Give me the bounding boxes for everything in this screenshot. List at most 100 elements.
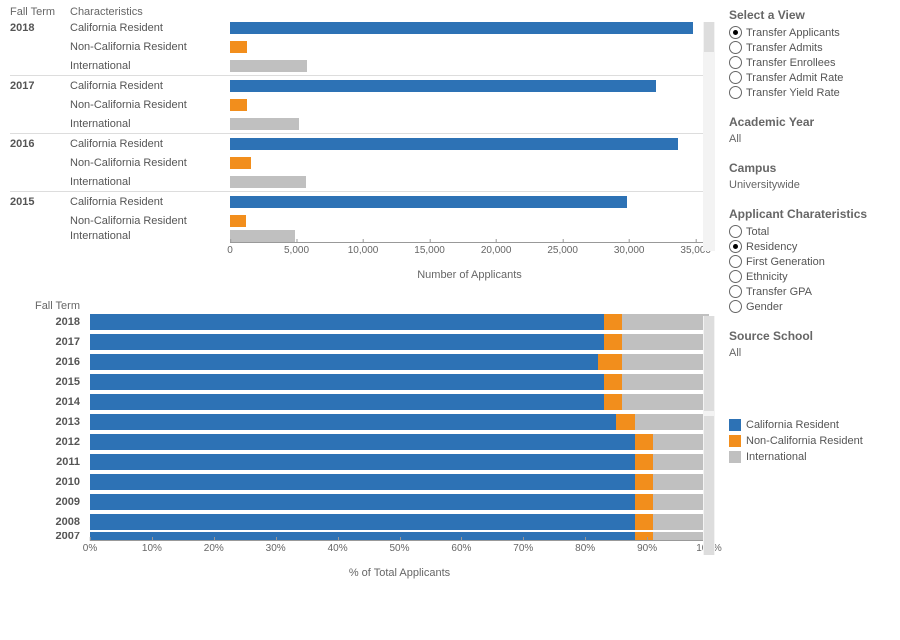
bar-segment[interactable] xyxy=(90,454,635,470)
radio-icon xyxy=(729,240,742,253)
x-tick: 30% xyxy=(266,541,286,554)
characteristic-label: California Resident xyxy=(70,138,230,150)
bar-segment[interactable] xyxy=(622,314,709,330)
characteristic-label: International xyxy=(70,176,230,188)
year-label: 2008 xyxy=(10,516,90,528)
bar[interactable] xyxy=(230,157,251,169)
radio-option[interactable]: Transfer Admits xyxy=(729,41,894,54)
bar-segment[interactable] xyxy=(90,394,604,410)
bar[interactable] xyxy=(230,118,299,130)
bar[interactable] xyxy=(230,138,678,150)
bar-row: Non-California Resident xyxy=(10,95,709,114)
radio-icon xyxy=(729,270,742,283)
bar-segment[interactable] xyxy=(635,494,654,510)
x-tick: 0 xyxy=(227,243,233,256)
bar-segment[interactable] xyxy=(635,532,654,540)
bar[interactable] xyxy=(230,99,247,111)
bar[interactable] xyxy=(230,80,656,92)
year-label: 2012 xyxy=(10,436,90,448)
bar-segment[interactable] xyxy=(604,374,623,390)
group-value[interactable]: All xyxy=(729,347,894,359)
bar[interactable] xyxy=(230,230,295,242)
scrollbar-bottom[interactable] xyxy=(703,316,715,555)
bar-segment[interactable] xyxy=(622,374,709,390)
bar-segment[interactable] xyxy=(635,514,654,530)
radio-icon xyxy=(729,225,742,238)
year-label: 2018 xyxy=(10,22,70,34)
group-title: Source School xyxy=(729,329,894,343)
legend-item[interactable]: California Resident xyxy=(729,419,894,431)
bar-segment[interactable] xyxy=(653,434,709,450)
characteristic-label: International xyxy=(70,230,230,242)
bar-segment[interactable] xyxy=(90,494,635,510)
x-tick: 30,000 xyxy=(614,243,645,256)
scrollbar-top[interactable] xyxy=(703,22,715,251)
bar-segment[interactable] xyxy=(90,532,635,540)
radio-icon xyxy=(729,300,742,313)
radio-option[interactable]: Transfer Applicants xyxy=(729,26,894,39)
bar-segment[interactable] xyxy=(90,474,635,490)
bar-segment[interactable] xyxy=(622,354,709,370)
group-value[interactable]: All xyxy=(729,133,894,145)
legend-item[interactable]: Non-California Resident xyxy=(729,435,894,447)
year-label: 2015 xyxy=(10,376,90,388)
radio-option[interactable]: Transfer Yield Rate xyxy=(729,86,894,99)
bar[interactable] xyxy=(230,60,307,72)
stacked-row: 2011 xyxy=(10,452,709,472)
year-label: 2011 xyxy=(10,456,90,468)
bar-segment[interactable] xyxy=(653,454,709,470)
x-tick: 10% xyxy=(142,541,162,554)
bar[interactable] xyxy=(230,215,246,227)
controls-panel: Select a ViewTransfer ApplicantsTransfer… xyxy=(723,0,900,640)
radio-option[interactable]: Ethnicity xyxy=(729,270,894,283)
bar-segment[interactable] xyxy=(635,454,654,470)
stacked-row: 2015 xyxy=(10,372,709,392)
radio-option[interactable]: Transfer Enrollees xyxy=(729,56,894,69)
bar-segment[interactable] xyxy=(604,394,623,410)
bar-segment[interactable] xyxy=(90,354,598,370)
radio-option[interactable]: Total xyxy=(729,225,894,238)
col-header-term: Fall Term xyxy=(10,6,70,18)
radio-option[interactable]: Transfer Admit Rate xyxy=(729,71,894,84)
bar-segment[interactable] xyxy=(635,474,654,490)
bar-segment[interactable] xyxy=(90,414,616,430)
x-tick: 15,000 xyxy=(414,243,445,256)
radio-option[interactable]: Gender xyxy=(729,300,894,313)
bar-row: 2016California Resident xyxy=(10,134,709,153)
bar-segment[interactable] xyxy=(622,394,709,410)
bar-segment[interactable] xyxy=(604,314,623,330)
bar-segment[interactable] xyxy=(653,514,709,530)
legend-item[interactable]: International xyxy=(729,451,894,463)
grouped-bar-chart: Fall Term Characteristics 2018California… xyxy=(10,6,709,286)
group-value[interactable]: Universitywide xyxy=(729,179,894,191)
bar-segment[interactable] xyxy=(635,414,709,430)
radio-option[interactable]: Residency xyxy=(729,240,894,253)
radio-label: Transfer Yield Rate xyxy=(746,87,840,99)
bar[interactable] xyxy=(230,176,306,188)
bar-segment[interactable] xyxy=(90,434,635,450)
bar-segment[interactable] xyxy=(653,532,709,540)
legend-label: International xyxy=(746,451,807,463)
bar-segment[interactable] xyxy=(90,314,604,330)
characteristic-label: California Resident xyxy=(70,80,230,92)
bar-segment[interactable] xyxy=(90,334,604,350)
bar-segment[interactable] xyxy=(622,334,709,350)
radio-label: Transfer Admit Rate xyxy=(746,72,843,84)
bar-segment[interactable] xyxy=(616,414,635,430)
bar-segment[interactable] xyxy=(635,434,654,450)
radio-option[interactable]: Transfer GPA xyxy=(729,285,894,298)
bar-segment[interactable] xyxy=(598,354,623,370)
radio-option[interactable]: First Generation xyxy=(729,255,894,268)
bar-segment[interactable] xyxy=(90,374,604,390)
radio-label: Transfer Applicants xyxy=(746,27,840,39)
bar[interactable] xyxy=(230,196,627,208)
bar[interactable] xyxy=(230,22,693,34)
radio-label: Total xyxy=(746,226,769,238)
bar-segment[interactable] xyxy=(653,494,709,510)
stacked-row: 2013 xyxy=(10,412,709,432)
bar-segment[interactable] xyxy=(604,334,623,350)
x-tick: 10,000 xyxy=(348,243,379,256)
bar-segment[interactable] xyxy=(653,474,709,490)
bar-segment[interactable] xyxy=(90,514,635,530)
bar[interactable] xyxy=(230,41,247,53)
